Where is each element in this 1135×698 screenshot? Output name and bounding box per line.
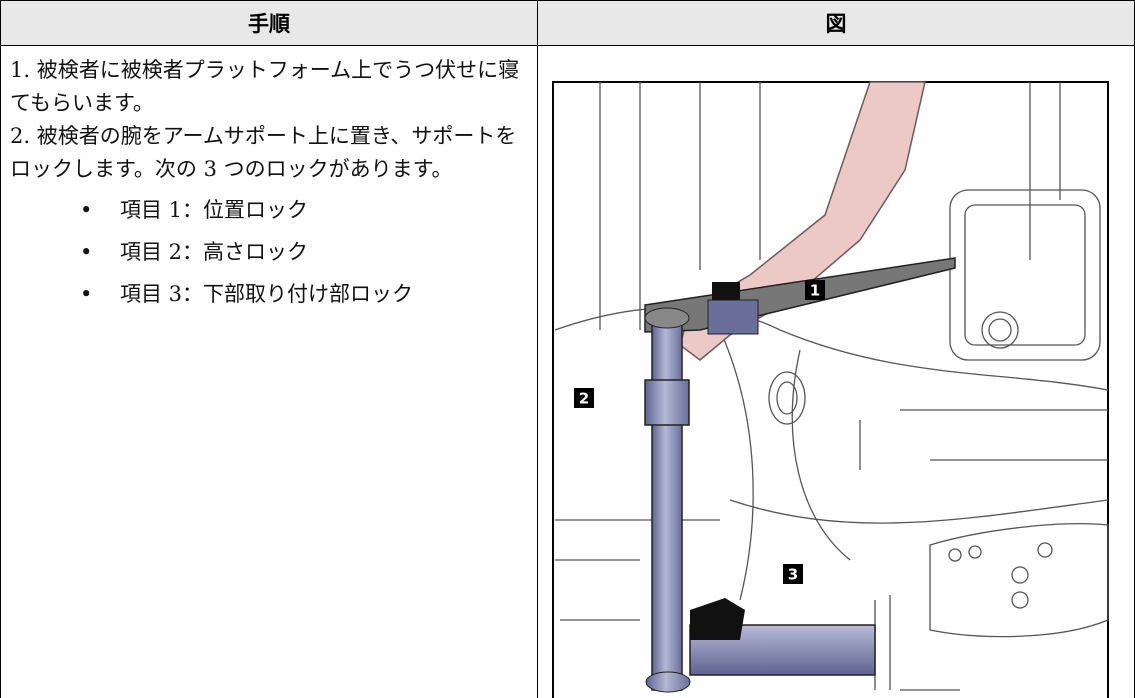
item: 項目 1：位置ロック [80, 194, 532, 227]
cell-border [0, 46, 1, 698]
callout: 3 [788, 566, 798, 584]
header-cell: 手順 [0, 0, 537, 46]
callout: 2 [579, 390, 589, 408]
header-cell: 図 [537, 0, 1135, 46]
cell-border [537, 46, 538, 698]
steps: 1. 被検者に被検者プラットフォーム上でうつ伏せに寝てもらいます。 2. 被検者… [10, 54, 532, 311]
item: 項目 2：高さロック [80, 236, 532, 269]
step: 1. 被検者に被検者プラットフォーム上でうつ伏せに寝てもらいます。 [10, 58, 520, 115]
callout: 1 [810, 282, 820, 300]
step: 2. 被検者の腕をアームサポート上に置き、サポートをロックします。次の 3 つの… [10, 124, 517, 181]
item-list: 項目 1：位置ロック 項目 2：高さロック 項目 3：下部取り付け部ロック [10, 194, 532, 311]
item: 項目 3：下部取り付け部ロック [80, 278, 532, 311]
